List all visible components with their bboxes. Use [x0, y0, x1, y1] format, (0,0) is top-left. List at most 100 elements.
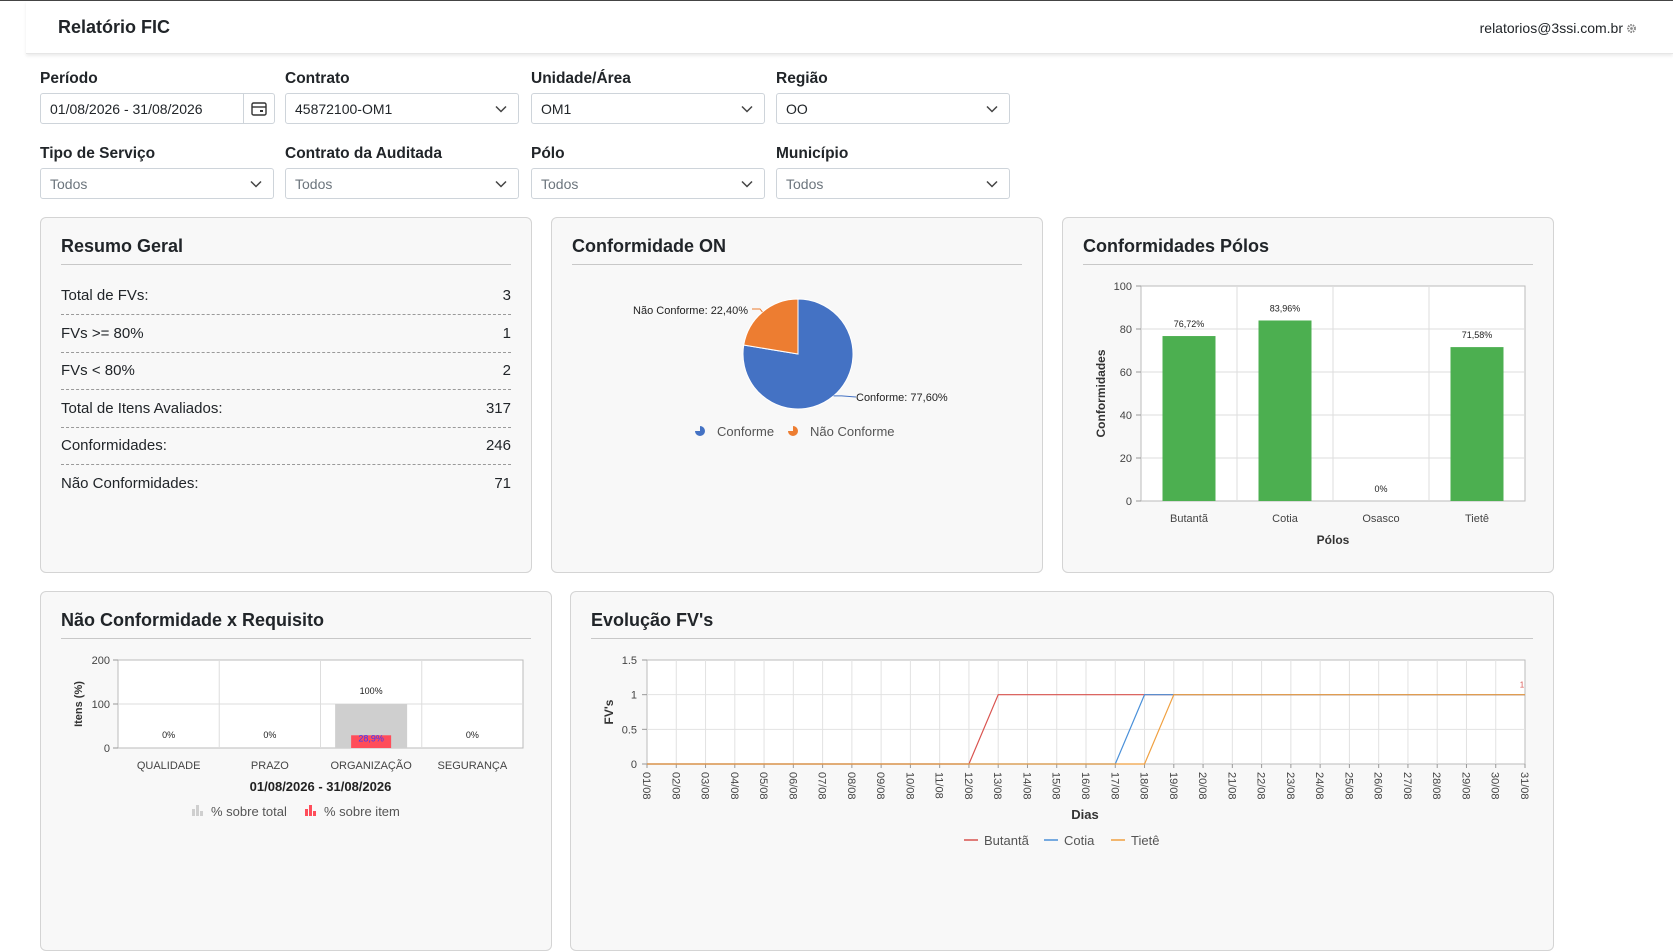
- x-tick-label: 17/08: [1108, 772, 1120, 800]
- x-tick-label: 19/08: [1167, 772, 1179, 800]
- filter-unidade: Unidade/Área OM1: [531, 70, 781, 124]
- x-tick-label: Osasco: [1362, 513, 1399, 525]
- x-tick-label: 08/08: [845, 772, 857, 800]
- tipo-servico-select[interactable]: Todos: [40, 168, 274, 199]
- conformidade-on-title: Conformidade ON: [572, 236, 727, 256]
- data-label: 83,96%: [1270, 303, 1301, 313]
- x-tick-label: Cotia: [1272, 513, 1299, 525]
- legend-label: Tietê: [1131, 833, 1159, 848]
- summary-value: 3: [502, 287, 511, 304]
- bar-item: [351, 735, 392, 748]
- x-axis-label: Pólos: [1317, 533, 1350, 547]
- y-axis-label: Conformidades: [1094, 349, 1108, 437]
- periodo-input[interactable]: 01/08/2026 - 31/08/2026: [40, 93, 275, 124]
- x-tick-label: 09/08: [874, 772, 886, 800]
- series-line: [647, 694, 1525, 765]
- pie-leader-line: [752, 308, 763, 313]
- tipo-servico-value: Todos: [50, 176, 88, 192]
- calendar-button[interactable]: [243, 94, 274, 123]
- x-tick-label: 11/08: [933, 772, 945, 799]
- x-tick-label: 29/08: [1459, 772, 1471, 800]
- x-tick-label: 23/08: [1284, 772, 1296, 800]
- legend-label: % sobre item: [324, 804, 400, 819]
- x-axis-label: 01/08/2026 - 31/08/2026: [250, 779, 392, 794]
- legend-bar-icon: [305, 809, 308, 816]
- x-tick-label: 24/08: [1313, 772, 1325, 800]
- divider: [591, 638, 1533, 639]
- polo-select[interactable]: Todos: [531, 168, 765, 199]
- chevron-down-icon: [495, 105, 507, 113]
- filter-tipo-servico-label: Tipo de Serviço: [40, 145, 156, 162]
- y-tick-label: 200: [92, 655, 110, 667]
- legend-bar-icon: [200, 811, 203, 816]
- y-tick-label: 0: [1126, 496, 1132, 508]
- divider: [572, 264, 1022, 265]
- legend-label: Não Conforme: [810, 424, 895, 439]
- data-label: 100%: [360, 686, 383, 696]
- pie-leader-line: [833, 395, 857, 398]
- contrato-auditada-value: Todos: [295, 176, 333, 192]
- chevron-down-icon: [986, 105, 998, 113]
- contrato-select[interactable]: 45872100-OM1: [285, 93, 519, 124]
- summary-row: Total de FVs: 3: [61, 276, 511, 315]
- bar: [1450, 347, 1504, 501]
- user-menu[interactable]: relatorios@3ssi.com.br: [1480, 20, 1637, 36]
- legend-pie-icon: [788, 426, 798, 436]
- conformidade-pie-chart: Conforme: 77,60% Não Conforme: 22,40% Conf…: [633, 298, 948, 439]
- filter-regiao: Região OO: [776, 70, 1026, 124]
- filter-regiao-label: Região: [776, 70, 828, 87]
- legend-label: Cotia: [1064, 833, 1095, 848]
- summary-value: 317: [485, 399, 511, 417]
- y-tick-label: 0.5: [622, 724, 637, 736]
- y-axis-label: FV's: [602, 699, 616, 724]
- conformidades-polos-title: Conformidades Pólos: [1083, 236, 1270, 256]
- nao-conformidade-title: Não Conformidade x Requisito: [61, 610, 325, 630]
- filter-unidade-label: Unidade/Área: [531, 70, 631, 87]
- x-tick-label: ORGANIZAÇÃO: [330, 759, 412, 772]
- chevron-down-icon: [986, 180, 998, 188]
- data-label: 71,58%: [1462, 330, 1493, 340]
- x-tick-label: 25/08: [1342, 772, 1354, 800]
- x-tick-label: 20/08: [1196, 772, 1208, 800]
- x-tick-label: Tietê: [1465, 513, 1489, 525]
- unidade-value: OM1: [541, 101, 572, 117]
- chevron-down-icon: [250, 180, 262, 188]
- conformidades-polos-card: Conformidades Pólos 0 20 40 60 80 100 76,72% Bu…: [1062, 217, 1554, 573]
- data-label: 0%: [263, 730, 276, 740]
- filter-municipio: Município Todos: [776, 145, 1026, 199]
- y-tick-label: 80: [1120, 324, 1132, 336]
- y-axis-label: Itens (%): [73, 681, 85, 727]
- summary-row: FVs < 80% 2: [61, 351, 511, 390]
- regiao-value: OO: [786, 101, 808, 117]
- legend-label: Butantã: [984, 833, 1030, 848]
- polo-value: Todos: [541, 176, 579, 192]
- conformidade-on-card: Conformidade ON Conforme: 77,60% Não Conf…: [551, 217, 1043, 573]
- x-tick-label: 10/08: [903, 772, 915, 800]
- summary-row: Não Conformidades: 71: [61, 464, 511, 502]
- chevron-down-icon: [741, 180, 753, 188]
- x-tick-label: 27/08: [1401, 772, 1413, 800]
- pie-label: Conforme: 77,60%: [856, 392, 948, 404]
- filter-contrato-label: Contrato: [285, 70, 350, 87]
- x-tick-label: 04/08: [728, 772, 740, 800]
- summary-value: 1: [502, 324, 511, 342]
- gear-icon[interactable]: [1626, 23, 1637, 34]
- unidade-select[interactable]: OM1: [531, 93, 765, 124]
- resumo-card: Resumo Geral Total de FVs: 3 FVs >= 80% 1 FV…: [40, 217, 532, 573]
- y-tick-label: 1: [631, 690, 637, 702]
- data-label: 0%: [466, 730, 479, 740]
- x-tick-label: 05/08: [757, 772, 769, 800]
- municipio-select[interactable]: Todos: [776, 168, 1010, 199]
- data-label: 76,72%: [1174, 319, 1205, 329]
- legend-pie-icon: [695, 426, 705, 436]
- legend-label: % sobre total: [211, 804, 287, 819]
- x-tick-label: 06/08: [786, 772, 798, 800]
- legend-bar-icon: [309, 805, 312, 816]
- contrato-auditada-select[interactable]: Todos: [285, 168, 519, 199]
- filter-contrato-auditada-label: Contrato da Auditada: [285, 145, 443, 162]
- filter-contrato-auditada: Contrato da Auditada Todos: [285, 145, 535, 199]
- summary-row: FVs >= 80% 1: [61, 314, 511, 353]
- regiao-select[interactable]: OO: [776, 93, 1010, 124]
- nao-conformidade-chart: 0 100 200 0% QUALIDADE 0% PRAZO 100% 28,9% ORGANI…: [73, 655, 524, 819]
- contrato-value: 45872100-OM1: [295, 101, 393, 117]
